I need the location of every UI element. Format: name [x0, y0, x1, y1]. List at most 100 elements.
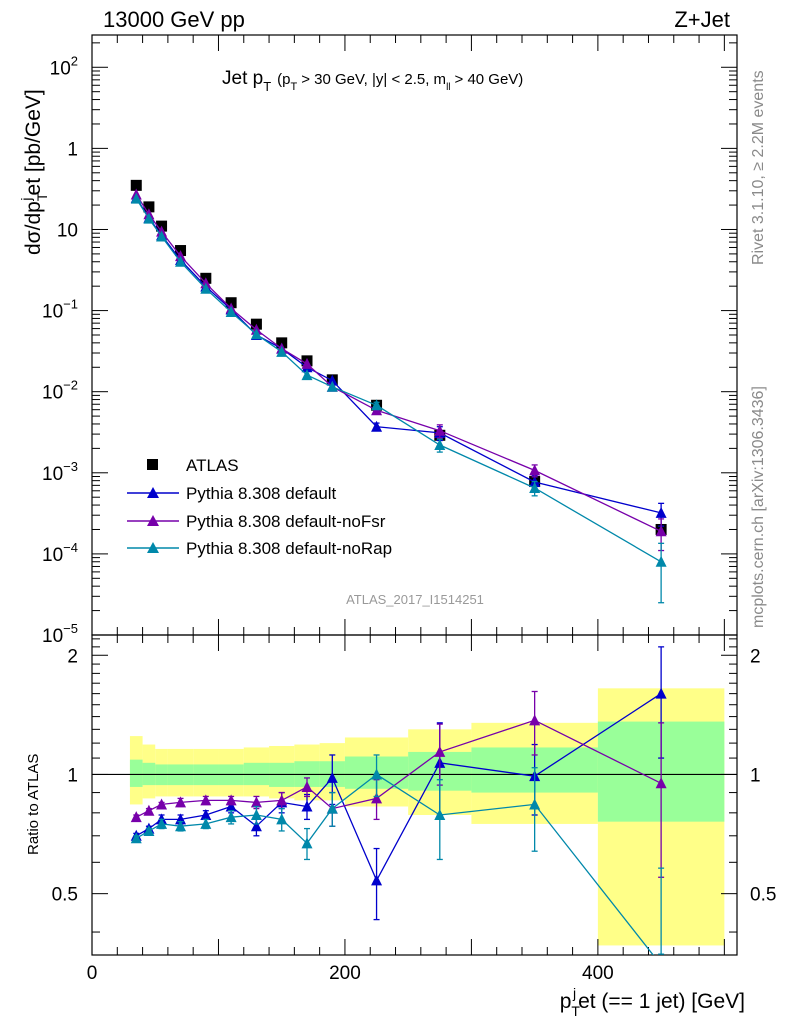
main-data-marks	[130, 179, 667, 604]
ratio-point-nofsr	[200, 794, 212, 806]
ratio-point-nofsr	[225, 794, 237, 806]
series-line-nofsr	[135, 194, 662, 532]
ratio-point-norap	[656, 959, 667, 970]
data-point-norap	[276, 345, 288, 357]
data-point-norap	[225, 306, 237, 318]
ratio-point-norap	[225, 811, 237, 823]
main-panel: 102 1 10 10−1 10−2 10−3 10−4 10−5 Jet pT (pT > 30…	[18, 34, 738, 647]
ratio-point-norap	[434, 808, 446, 820]
ratio-point-norap	[200, 817, 212, 829]
ratio-point-nofsr	[371, 792, 383, 804]
data-point-nofsr	[529, 464, 541, 476]
ratio-point-nofsr	[434, 745, 446, 757]
data-point-norap	[655, 555, 667, 567]
ratio-point-nofsr	[143, 804, 155, 816]
ratio-point-norap	[276, 813, 288, 825]
ratio-point-nofsr	[655, 777, 667, 789]
ratio-point-nofsr	[529, 714, 541, 726]
legend-label-default: Pythia 8.308 default	[186, 484, 337, 503]
ratio-y-tick-labels: 0.5 0.5 1 1 2 2	[52, 646, 777, 905]
main-plot-title: Jet pT (pT > 30 GeV, |y| < 2.5, mll > 40 Ge…	[222, 68, 523, 94]
analysis-tag: ATLAS_2017_I1514251	[346, 592, 484, 607]
ratio-point-nofsr	[250, 796, 262, 808]
x-tick-label: 400	[582, 963, 614, 984]
legend-marker-atlas	[147, 459, 158, 470]
main-axis-ticks	[91, 35, 737, 636]
x-tick-label: 0	[87, 963, 98, 984]
main-y-tick-label: 10−2	[42, 378, 78, 404]
main-y-axis-title: dσ/dpTjet [pb/GeV]	[18, 89, 50, 255]
main-y-tick-label: 1	[67, 139, 78, 160]
legend-item-default: Pythia 8.308 default	[127, 484, 337, 503]
ratio-point-norap	[130, 832, 142, 844]
data-point-default	[371, 420, 383, 432]
series-line-norap	[135, 198, 662, 563]
ratio-point-nofsr	[276, 794, 288, 806]
data-point-norap	[156, 230, 168, 242]
ratio-point-norap	[529, 798, 541, 810]
ratio-point-default	[225, 800, 237, 812]
ratio-point-default	[250, 820, 262, 832]
data-point-norap	[250, 328, 262, 340]
ratio-panel: 0.5 0.5 1 1 2 2 0 200 400 Ratio to ATLAS pTjet …	[25, 634, 777, 1019]
data-point-nofsr	[301, 357, 313, 369]
legend-item-nofsr: Pythia 8.308 default-noFsr	[127, 512, 386, 531]
ratio-point-norap	[175, 820, 187, 832]
data-point-norap	[301, 369, 313, 381]
ratio-point-nofsr	[175, 796, 187, 808]
legend-marker-nofsr	[147, 515, 159, 526]
data-point-nofsr	[655, 525, 667, 537]
ratio-y-tick-label: 2	[67, 646, 78, 667]
ratio-point-default	[655, 687, 667, 699]
data-point-norap	[175, 255, 187, 267]
ratio-point-norap	[156, 817, 168, 829]
data-point-norap	[529, 481, 541, 493]
data-point-norap	[434, 439, 446, 451]
mcplots-label: mcplots.cern.ch [arXiv:1306.3436]	[750, 386, 767, 628]
header-energy-label: 13000 GeV pp	[103, 7, 245, 32]
legend-label-nofsr: Pythia 8.308 default-noFsr	[186, 512, 386, 531]
ratio-point-default	[200, 808, 212, 820]
ratio-line-default	[135, 693, 662, 882]
main-y-tick-label: 10−3	[42, 459, 78, 485]
legend-marker-norap	[147, 542, 159, 553]
ratio-point-nofsr	[301, 780, 313, 792]
ratio-y-tick-label-right: 1	[750, 765, 761, 786]
legend-item-atlas: ATLAS	[147, 456, 239, 475]
ratio-point-nofsr	[130, 811, 142, 823]
main-y-tick-label: 10−1	[42, 297, 78, 323]
data-point-default	[655, 506, 667, 518]
ratio-point-norap	[301, 837, 313, 849]
ratio-plot-frame	[91, 634, 738, 956]
ratio-y-axis-title: Ratio to ATLAS	[25, 754, 42, 855]
data-point-atlas	[143, 201, 155, 213]
data-point-atlas	[130, 179, 142, 191]
data-point-norap	[200, 282, 212, 294]
ratio-y-tick-label: 0.5	[52, 885, 78, 906]
main-y-tick-label: 10	[57, 220, 78, 241]
ratio-y-tick-label-right: 0.5	[750, 885, 776, 906]
rivet-label: Rivet 3.1.10, ≥ 2.2M events	[750, 70, 767, 265]
ratio-point-norap	[371, 768, 383, 780]
uncertainty-band-inner	[129, 759, 143, 787]
main-y-tick-label: 10−4	[42, 540, 78, 566]
main-y-tick-label: 102	[50, 53, 78, 79]
ratio-y-tick-label-right: 2	[750, 646, 761, 667]
legend: ATLAS Pythia 8.308 default Pythia 8.308 …	[127, 456, 392, 558]
ratio-y-tick-label: 1	[67, 765, 78, 786]
x-tick-label: 200	[329, 963, 361, 984]
header-process-label: Z+Jet	[674, 7, 730, 32]
data-point-norap	[326, 380, 338, 392]
ratio-data-marks	[130, 646, 667, 970]
main-y-tick-label: 10−5	[42, 621, 78, 647]
legend-item-norap: Pythia 8.308 default-noRap	[127, 539, 392, 558]
ratio-uncertainty-bands	[92, 688, 737, 946]
ratio-point-default	[326, 771, 338, 783]
data-point-norap	[371, 399, 383, 411]
ratio-axis-ticks	[91, 635, 737, 955]
ratio-x-tick-labels: 0 200 400	[87, 963, 614, 984]
data-point-default	[326, 374, 338, 386]
ratio-point-nofsr	[156, 798, 168, 810]
ratio-point-default	[301, 800, 313, 812]
